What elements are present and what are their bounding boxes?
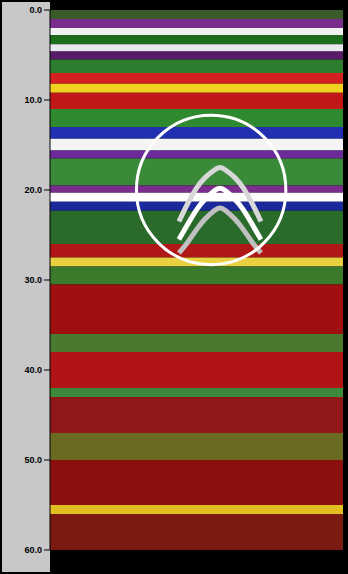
- svg-text:40.0: 40.0: [24, 365, 42, 375]
- svg-text:50.0: 50.0: [24, 455, 42, 465]
- svg-text:30.0: 30.0: [24, 275, 42, 285]
- svg-text:60.0: 60.0: [24, 545, 42, 555]
- svg-text:20.0: 20.0: [24, 185, 42, 195]
- svg-text:10.0: 10.0: [24, 95, 42, 105]
- svg-text:0.0: 0.0: [29, 5, 42, 15]
